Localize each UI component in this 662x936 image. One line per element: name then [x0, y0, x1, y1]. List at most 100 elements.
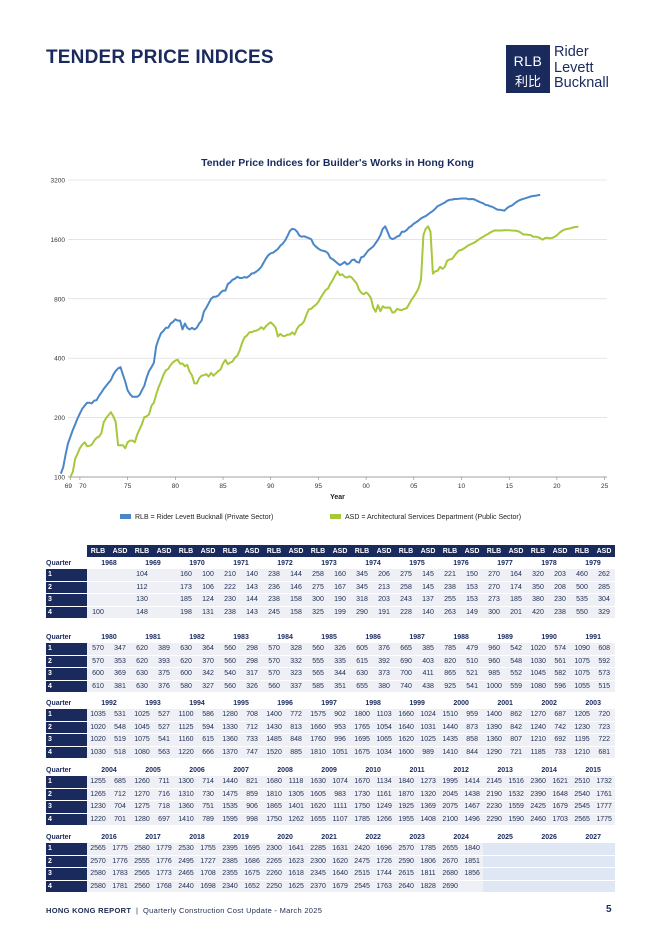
index-cell: 848 [285, 733, 308, 747]
index-cell: 552 [505, 667, 528, 681]
index-cell: 1995 [439, 776, 462, 789]
index-cell: 1020 [527, 643, 550, 656]
index-cell: 570 [87, 643, 109, 656]
source-header: RLB [439, 545, 461, 557]
index-cell [483, 843, 506, 856]
index-cell: 403 [417, 655, 440, 668]
index-cell: 570 [263, 655, 286, 668]
index-cell: 2440 [175, 880, 198, 893]
index-cell: 1856 [461, 867, 484, 881]
index-cell: 2395 [219, 843, 242, 856]
index-cell: 1020 [87, 721, 109, 734]
index-cell: 290 [351, 606, 373, 619]
index-cell: 615 [197, 733, 220, 747]
x-tick-label: 05 [410, 483, 418, 490]
index-cell: 222 [219, 581, 241, 594]
table-subheader-row: RLB ASD RLB ASD RLB ASD RLB ASD RLB ASD RLB ASD RLB A… [46, 545, 615, 557]
index-cell: 542 [505, 643, 528, 656]
year-header: 1989 [497, 633, 513, 641]
index-cell: 275 [307, 581, 329, 594]
index-cell: 983 [329, 788, 352, 801]
index-cell: 1680 [263, 776, 286, 789]
index-cell: 380 [527, 593, 549, 607]
index-cell: 1785 [351, 813, 374, 826]
index-cell: 1260 [131, 776, 154, 789]
index-cell: 203 [549, 569, 571, 582]
index-cell: 821 [241, 776, 264, 789]
year-header: 2021 [321, 833, 337, 841]
index-cell: 1520 [263, 746, 286, 759]
year-header: 2012 [453, 766, 469, 774]
index-cell: 722 [593, 733, 616, 747]
index-cell: 541 [461, 680, 484, 693]
source-header: RLB [571, 545, 593, 557]
index-cell: 375 [153, 667, 176, 681]
table-year-row: Quarter 1992 1993 1994 1995 1996 1997 1998 1999 2… [46, 697, 615, 709]
index-cell: 1621 [549, 776, 572, 789]
index-cell: 479 [461, 643, 484, 656]
index-cell: 586 [197, 709, 220, 722]
quarter-cell: 4 [46, 813, 87, 826]
index-cell: 772 [285, 709, 308, 722]
index-cell: 2045 [439, 788, 462, 801]
year-header: 1973 [321, 559, 337, 567]
index-cell: 238 [263, 569, 285, 582]
index-cell: 1765 [351, 721, 374, 734]
quarter-cell: 1 [46, 776, 87, 789]
index-cell: 1400 [483, 709, 506, 722]
source-header: RLB [263, 545, 285, 557]
index-cell: 1118 [285, 776, 308, 789]
year-header: 1986 [365, 633, 381, 641]
index-cell: 561 [549, 655, 572, 668]
source-header: ASD [153, 545, 175, 557]
index-cell: 666 [197, 746, 220, 759]
index-cell: 385 [417, 643, 440, 656]
table-row: 2 2570 1776 2555 1776 2495 1727 2385 1686 2265 162… [46, 855, 616, 868]
index-cell: 1270 [527, 709, 550, 722]
table-year-row: Quarter 2016 2017 2018 2019 2020 2021 2022 2023 2… [46, 831, 615, 843]
index-cell: 1410 [175, 813, 198, 826]
year-header: 2002 [541, 699, 557, 707]
index-cell [527, 843, 550, 856]
table-row: 2 570 353 620 393 620 370 560 298 570 332 555 335 615… [46, 655, 616, 668]
asd-legend-swatch [330, 514, 341, 519]
index-cell: 1727 [197, 855, 220, 868]
table-row: 3 1230 704 1275 718 1360 751 1535 906 1865 1401 162… [46, 800, 616, 814]
index-cell: 258 [395, 581, 417, 594]
index-cell: 1045 [527, 667, 550, 681]
index-cell: 2670 [439, 855, 462, 868]
index-cell: 1414 [461, 776, 484, 789]
year-header: 2023 [409, 833, 425, 841]
index-cell: 747 [241, 746, 264, 759]
table-row: 3 1020 519 1075 541 1160 615 1360 733 1485 848 1760… [46, 733, 616, 747]
year-header: 2009 [321, 766, 337, 774]
quarter-cell: 4 [46, 880, 87, 893]
index-cell: 1240 [527, 721, 550, 734]
index-cell: 751 [197, 800, 220, 814]
index-cell: 1230 [571, 721, 594, 734]
index-cell: 655 [351, 680, 374, 693]
index-cell: 2540 [571, 788, 594, 801]
x-tick-label: 80 [172, 483, 180, 490]
index-cell: 1516 [505, 776, 528, 789]
year-header: 2014 [541, 766, 557, 774]
index-cell: 1640 [395, 721, 418, 734]
index-cell: 2545 [571, 800, 594, 814]
index-cell: 585 [307, 680, 330, 693]
index-cell: 2370 [307, 880, 330, 893]
index-cell: 1655 [307, 813, 330, 826]
quarter-header: Quarter [46, 633, 72, 641]
price-index-table: Quarter 1980 1981 1982 1983 1984 1985 1986 1987 1… [46, 631, 616, 693]
rlb-legend-swatch [120, 514, 131, 519]
index-cell: 1430 [263, 721, 286, 734]
index-cell: 199 [329, 606, 351, 619]
quarter-cell: 4 [46, 746, 87, 759]
index-cell: 2075 [439, 800, 462, 814]
index-cell: 344 [329, 667, 352, 681]
quarter-header: Quarter [46, 559, 72, 567]
index-cell: 146 [285, 581, 307, 594]
index-cell: 720 [593, 709, 616, 722]
year-header: 1968 [101, 559, 117, 567]
index-cell: 692 [549, 733, 572, 747]
year-header: 1992 [101, 699, 117, 707]
